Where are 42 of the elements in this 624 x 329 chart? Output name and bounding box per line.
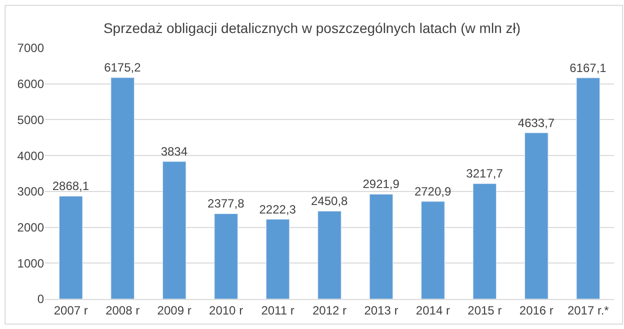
- bar: [524, 132, 548, 299]
- data-label: 3217,7: [466, 166, 504, 181]
- bar: [58, 196, 83, 299]
- x-tick-label: 2017 r.*: [567, 303, 610, 318]
- data-label: 3834: [160, 144, 188, 159]
- bar: [110, 77, 134, 299]
- bar: [369, 194, 394, 299]
- x-tick-label: 2014 r: [416, 303, 450, 318]
- bar: [318, 210, 342, 299]
- data-label: 6175,2: [104, 60, 142, 75]
- x-tick-label: 2009 r: [157, 303, 192, 318]
- bar: [472, 183, 497, 299]
- y-tick-label: 4000: [17, 148, 44, 163]
- x-tick-label: 2016 r: [519, 303, 554, 318]
- y-tick-label: 6000: [17, 77, 44, 92]
- x-tick-label: 2013 r: [364, 303, 398, 318]
- y-tick-label: 1000: [17, 256, 44, 270]
- data-label: 2720,9: [414, 184, 452, 198]
- bar: [214, 213, 238, 299]
- x-tick-label: 2007 r: [54, 303, 88, 318]
- bar: [266, 219, 290, 299]
- data-label: 6167,1: [570, 60, 607, 75]
- y-tick-label: 3000: [17, 184, 44, 199]
- data-label: 2222,3: [259, 202, 296, 216]
- x-tick-label: 2008 r: [106, 303, 140, 318]
- data-label: 2921,9: [362, 177, 400, 192]
- bar: [576, 78, 600, 299]
- chart-title: Sprzedaż obligacji detalicznych w poszczególnych latach (w mln zł): [103, 20, 521, 36]
- y-tick-label: 2000: [17, 220, 44, 234]
- x-tick-label: 2012 r: [312, 303, 347, 318]
- x-tick-label: 2010 r: [209, 303, 244, 318]
- data-label: 4633,7: [518, 116, 555, 130]
- x-tick-label: 2011 r: [261, 303, 294, 318]
- bar: [421, 201, 445, 299]
- y-tick-label: 7000: [17, 41, 44, 56]
- bar: [162, 161, 186, 299]
- x-tick-label: 2015 r: [468, 303, 502, 318]
- y-tick-label: 0: [37, 292, 44, 306]
- y-tick-label: 5000: [17, 112, 44, 127]
- data-label: 2377,8: [208, 196, 245, 211]
- data-label: 2868,1: [52, 179, 90, 194]
- data-label: 2450,8: [310, 194, 348, 208]
